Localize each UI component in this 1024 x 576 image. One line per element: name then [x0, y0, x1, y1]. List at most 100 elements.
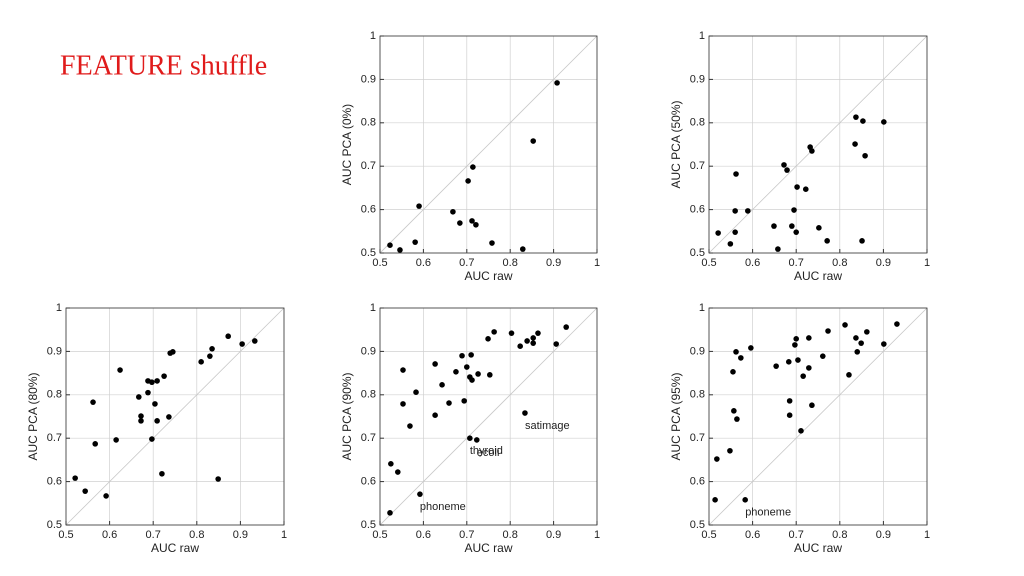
point — [775, 246, 781, 252]
y-tick-label: 1 — [370, 30, 376, 42]
point — [467, 435, 473, 442]
y-tick-label: 0.9 — [690, 73, 705, 85]
point — [864, 329, 870, 335]
point — [90, 399, 96, 405]
point-label: satimage — [525, 420, 570, 432]
point — [473, 437, 480, 443]
point — [881, 119, 887, 125]
point — [487, 372, 493, 378]
point — [715, 230, 721, 236]
x-tick-label: 0.6 — [745, 529, 760, 541]
x-tick-label: 0.8 — [503, 529, 518, 541]
point — [154, 418, 160, 424]
plot-frame — [708, 307, 928, 526]
y-tick-label: 1 — [56, 302, 62, 314]
point — [450, 208, 456, 215]
point — [92, 441, 99, 447]
y-tick-label: 0.8 — [361, 389, 376, 401]
point — [413, 389, 419, 395]
point — [103, 493, 109, 499]
point — [862, 152, 868, 159]
point — [816, 225, 822, 231]
point — [731, 408, 737, 414]
diagonal — [379, 35, 598, 254]
point — [825, 328, 831, 334]
point — [800, 373, 806, 379]
point — [809, 148, 815, 154]
point — [733, 171, 739, 177]
x-tick-label: 1 — [281, 529, 287, 541]
y-tick-label: 0.7 — [690, 160, 705, 172]
y-axis-label: AUC PCA (90%) — [340, 372, 354, 460]
point — [508, 330, 515, 336]
point — [113, 437, 119, 443]
point — [859, 238, 865, 244]
point — [530, 138, 537, 144]
point-label: phoneme — [745, 507, 791, 519]
point — [251, 338, 258, 344]
point — [794, 184, 800, 190]
point — [400, 367, 406, 373]
y-axis-label: AUC PCA (0%) — [340, 104, 354, 185]
point — [730, 368, 736, 375]
y-tick-label: 0.6 — [361, 476, 376, 488]
point — [225, 333, 231, 340]
x-tick-label: 1 — [924, 529, 930, 541]
point — [469, 377, 475, 383]
y-tick-label: 0.9 — [361, 345, 376, 357]
x-tick-label: 0.8 — [832, 257, 847, 269]
point — [535, 330, 541, 336]
x-tick-label: 0.5 — [701, 529, 716, 541]
point — [461, 398, 467, 404]
point — [793, 229, 799, 235]
point — [468, 352, 474, 358]
point — [553, 341, 560, 347]
point — [806, 365, 812, 371]
point — [439, 382, 445, 388]
x-tick-label: 0.6 — [745, 257, 760, 269]
y-tick-label: 1 — [370, 302, 376, 314]
plot-frame — [65, 307, 285, 526]
point — [166, 414, 172, 420]
plot-frame — [379, 307, 598, 526]
point — [519, 246, 526, 252]
x-axis-label: AUC raw — [794, 269, 842, 283]
point — [860, 118, 866, 124]
y-tick-label: 0.9 — [47, 345, 62, 357]
point — [881, 341, 887, 347]
y-tick-label: 1 — [699, 302, 705, 314]
point — [394, 469, 401, 475]
plot: 0.5 0.6 0.7 0.8 0.9 1 0.5 0.6 0.7 0.8 0.9 1 AUC raw A… — [669, 302, 930, 555]
point — [554, 80, 560, 86]
y-axis-label: AUC PCA (95%) — [669, 372, 683, 460]
point — [517, 343, 523, 349]
plot: 0.5 0.6 0.7 0.8 0.9 1 0.5 0.6 0.7 0.8 0.9 1 AUC raw A… — [669, 30, 930, 283]
point — [727, 447, 733, 454]
point — [459, 352, 465, 359]
point — [417, 491, 423, 497]
point — [453, 368, 459, 375]
point — [824, 238, 830, 244]
point — [742, 497, 748, 503]
point — [473, 221, 479, 228]
point — [209, 345, 215, 352]
y-tick-label: 0.9 — [690, 345, 705, 357]
point — [387, 242, 393, 248]
point — [457, 220, 463, 226]
point — [786, 398, 793, 404]
x-axis-label: AUC raw — [794, 541, 842, 555]
point-label: phoneme — [420, 501, 466, 513]
point — [475, 371, 481, 377]
y-tick-label: 0.5 — [47, 519, 62, 531]
point-label: ecoli — [477, 447, 500, 459]
x-tick-label: 0.9 — [546, 257, 561, 269]
diagonal — [65, 307, 285, 526]
point — [412, 239, 418, 245]
point — [806, 335, 812, 341]
y-tick-label: 0.7 — [361, 160, 376, 172]
point — [198, 359, 204, 365]
point — [465, 178, 471, 184]
point — [714, 456, 720, 462]
x-tick-label: 1 — [924, 257, 930, 269]
